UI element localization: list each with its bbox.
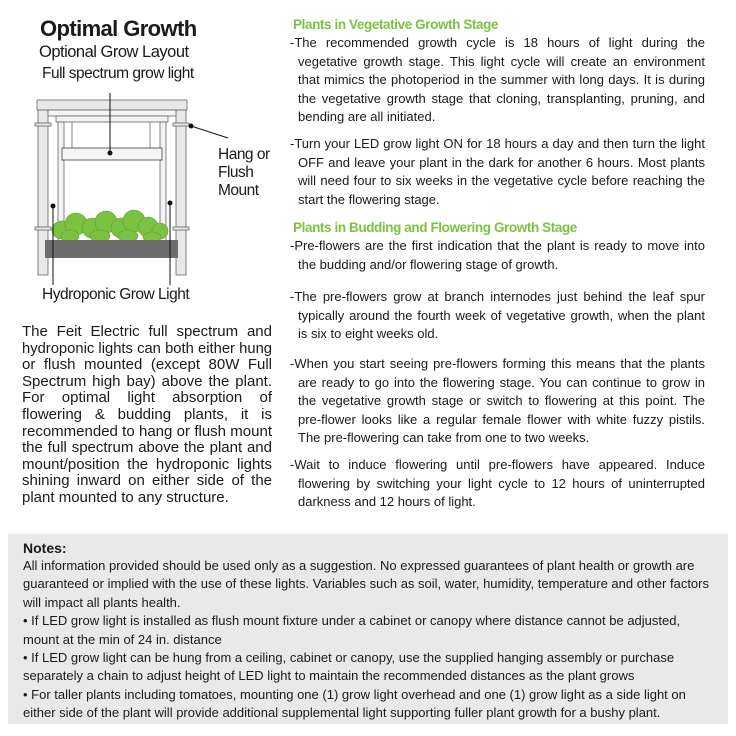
text-line: -When you start seeing pre-flowers formi… — [290, 356, 705, 371]
text-line: flowering & budding plants, it is — [22, 405, 272, 423]
text-line: are ready to go into the flowering stage… — [298, 374, 705, 390]
text-line: shining inward on either side of the — [22, 472, 272, 490]
text-line: start the flowering stage. — [298, 191, 440, 207]
text-line: hydroponic lights can both either hung — [22, 339, 272, 357]
text-line: separately a chain to adjust height of L… — [23, 668, 635, 684]
text-line: vegetative growth stage. This light cycl… — [298, 53, 705, 69]
text-line: -Turn your LED grow light ON for 18 hour… — [290, 136, 705, 151]
section-heading: Plants in Budding and Flowering Growth S… — [293, 220, 577, 235]
text-line: will impact all plants health. — [23, 594, 181, 610]
text-line: will need four to six weeks in the veget… — [298, 173, 705, 188]
text-line: plant mounted to any structure. — [22, 488, 229, 506]
text-line: OFF and leave your plant in the dark for… — [298, 154, 705, 170]
text-line: -Pre-flowers are the first indication th… — [290, 238, 705, 253]
text-line: the vegetative growth stage that cloning… — [298, 90, 705, 106]
text-line: mount/position the hydroponic lights — [22, 455, 272, 473]
text-line: the vegetative growth stage or switch to… — [298, 393, 705, 408]
text-line: • If LED grow light is installed as flus… — [23, 613, 681, 629]
paragraph: -Turn your LED grow light ON for 18 hour… — [290, 135, 705, 209]
text-line: All information provided should be used … — [23, 558, 695, 573]
text-line: or flush mounted (except 80W Full — [22, 356, 272, 374]
plants — [51, 209, 169, 243]
paragraph: -The recommended growth cycle is 18 hour… — [290, 34, 705, 127]
notes-body: All information provided should be used … — [23, 557, 713, 723]
text-line: the budding and/or flowering stage of gr… — [298, 256, 559, 272]
text-line: either side of the plant will provide ad… — [23, 705, 661, 721]
hydroponic-label: Hydroponic Grow Light — [42, 286, 190, 303]
hang-flush-label-line: Mount — [218, 182, 259, 199]
text-line: -The recommended growth cycle is 18 hour… — [290, 35, 705, 50]
paragraph: -Pre-flowers are the first indication th… — [290, 237, 705, 274]
section-heading: Plants in Vegetative Growth Stage — [293, 17, 499, 32]
text-line: recommended to hang or flush mount — [22, 422, 272, 440]
text-line: The pre-flowering can take from one to t… — [298, 430, 590, 445]
hydroponic-tray — [45, 240, 178, 258]
text-line: • If LED grow light can be hung from a c… — [23, 650, 675, 666]
paragraph: -Wait to induce flowering until pre-flow… — [290, 456, 705, 512]
text-line: the full spectrum above the plant and — [22, 439, 272, 457]
text-line: The Feit Electric full spectrum and — [22, 323, 272, 340]
notes-title: Notes: — [23, 540, 67, 556]
text-line: that mimics the photoperiod in the summe… — [298, 72, 705, 87]
text-line: bending are all initiated. — [298, 109, 436, 124]
page-title: Optimal Growth — [40, 16, 197, 41]
text-line: pre-flower looks like a regular female f… — [298, 411, 705, 427]
notes-box: Notes: All information provided should b… — [8, 534, 728, 724]
paragraph: -When you start seeing pre-flowers formi… — [290, 355, 705, 448]
leader-lines — [50, 93, 229, 285]
hang-flush-label-line: Hang or — [218, 146, 270, 163]
text-line: typically around the fourth week of vege… — [298, 307, 705, 323]
text-line: -Wait to induce flowering until pre-flow… — [290, 457, 705, 472]
diagram-subtitle: Optional Grow Layout — [39, 43, 189, 61]
hang-flush-label: Hang or Flush Mount — [218, 146, 270, 200]
text-line: • For taller plants including tomatoes, … — [23, 686, 686, 702]
text-line: guaranteed or implied with the use of th… — [23, 576, 709, 592]
text-line: -The pre-flowers grow at branch internod… — [290, 289, 705, 304]
text-line: mount at the min of 24 in. distance — [23, 631, 222, 647]
full-spectrum-label: Full spectrum grow light — [42, 65, 194, 82]
hang-flush-label-line: Flush — [218, 164, 254, 181]
paragraph: -The pre-flowers grow at branch internod… — [290, 288, 705, 344]
mounting-description: The Feit Electric full spectrum and hydro… — [22, 323, 272, 507]
text-line: Spectrum high bay) above the plant. — [22, 372, 272, 390]
text-line: darkness and 12 hours of light. — [298, 494, 476, 509]
text-line: is six to eight weeks old. — [298, 326, 439, 341]
text-line: flowering by switching your light cycle … — [298, 475, 705, 491]
text-line: For optimal light absorption of — [22, 389, 272, 407]
grow-layout-diagram — [34, 93, 229, 285]
